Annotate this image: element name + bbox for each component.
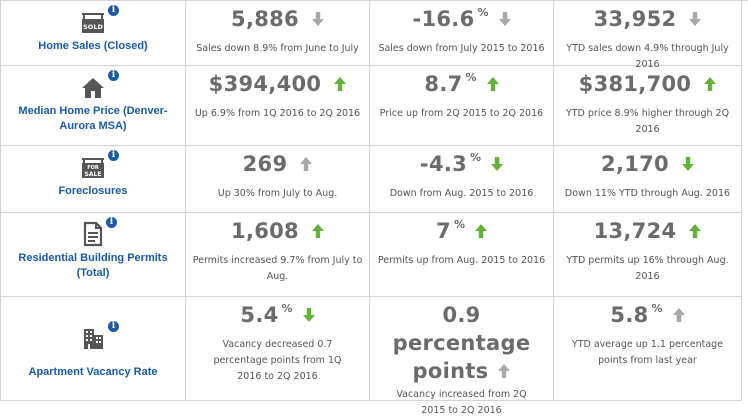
stat-description: Up 6.9% from 1Q 2016 to 2Q 2016: [194, 108, 361, 119]
stat-cell: 5.4% Vacancy decreased 0.7 percentage po…: [186, 297, 370, 401]
stat-value: 5.4: [240, 303, 279, 327]
stat-value: -16.6: [412, 7, 475, 31]
stat-value: 269: [242, 152, 288, 176]
stat-value: -4.3: [419, 152, 468, 176]
row-label-median-home-price: i Median Home Price (Denver-Aurora MSA): [0, 66, 186, 146]
svg-text:SOLD: SOLD: [83, 23, 103, 31]
stat-description: Vacancy increased from 2Q 2015 to 2Q 201…: [396, 389, 527, 416]
svg-text:SALE: SALE: [85, 171, 102, 178]
stat-cell: 5,886 Sales down 8.9% from June to July: [186, 1, 370, 66]
stat-value: 2,170: [601, 152, 669, 176]
stat-value: 33,952: [593, 7, 677, 31]
row-label-apartment-vacancy: i Apartment Vacancy Rate: [0, 297, 186, 401]
arrow-down-icon: [498, 12, 511, 26]
document-icon: [83, 221, 103, 247]
stat-cell: 13,724 YTD permits up 16% through Aug. 2…: [554, 213, 742, 297]
arrow-up-icon: [672, 308, 685, 322]
stat-description: Vacancy decreased 0.7 percentage points …: [213, 339, 342, 382]
stat-description: YTD permits up 16% through Aug. 2016: [566, 255, 729, 282]
stat-value: $394,400: [208, 72, 322, 96]
svg-text:FOR: FOR: [87, 165, 99, 171]
stat-value: 5,886: [231, 7, 299, 31]
arrow-down-icon: [689, 12, 702, 26]
arrow-up-icon: [498, 357, 511, 378]
stat-cell: 0.9 percentage points Vacancy increased f…: [370, 297, 554, 416]
apartment-building-icon: [84, 329, 103, 349]
info-icon[interactable]: i: [108, 150, 119, 161]
stat-cell: 8.7% Price up from 2Q 2015 to 2Q 2016: [370, 66, 554, 146]
stat-description: Sales down from July 2015 to 2016: [378, 43, 545, 54]
stat-description: Down 11% YTD through Aug. 2016: [564, 188, 731, 199]
stat-description: Price up from 2Q 2015 to 2Q 2016: [379, 108, 544, 119]
stat-value: 8.7: [424, 72, 463, 96]
stat-cell: 1,608 Permits increased 9.7% from July t…: [186, 213, 370, 297]
stat-value: 13,724: [593, 219, 677, 243]
row-label: Residential Building Permits (Total): [18, 252, 168, 279]
stat-description: Up 30% from July to Aug.: [217, 188, 338, 199]
arrow-down-icon: [302, 308, 315, 322]
arrow-up-icon: [689, 224, 702, 238]
info-icon[interactable]: i: [108, 321, 119, 332]
stat-description: Permits up from Aug. 2015 to 2016: [377, 255, 546, 266]
row-label-home-sales: SOLD i Home Sales (Closed): [0, 1, 186, 66]
arrow-down-icon: [311, 12, 324, 26]
row-label-building-permits: i Residential Building Permits (Total): [0, 213, 186, 297]
info-icon[interactable]: i: [108, 70, 119, 81]
arrow-down-icon: [491, 157, 504, 171]
stat-description: YTD average up 1.1 percentage points fro…: [571, 339, 724, 366]
arrow-up-icon: [486, 77, 499, 91]
info-icon[interactable]: i: [106, 217, 117, 228]
stat-description: YTD price 8.9% higher through 2Q 2016: [565, 108, 730, 135]
arrow-up-icon: [704, 77, 717, 91]
row-label: Home Sales (Closed): [38, 40, 148, 52]
arrow-down-icon: [681, 157, 694, 171]
stat-description: Sales down 8.9% from June to July: [196, 43, 359, 54]
stat-cell: 269 Up 30% from July to Aug.: [186, 146, 370, 213]
row-label-foreclosures: FOR SALE i Foreclosures: [0, 146, 186, 213]
stat-cell: -4.3% Down from Aug. 2015 to 2016: [370, 146, 554, 213]
arrow-up-icon: [300, 157, 313, 171]
stat-description: YTD sales down 4.9% through July 2016: [566, 43, 729, 70]
row-label: Apartment Vacancy Rate: [28, 366, 158, 378]
sold-sign-icon: SOLD: [82, 13, 104, 33]
stat-cell: 5.8% YTD average up 1.1 percentage point…: [554, 297, 742, 401]
stat-value: 1,608: [231, 219, 299, 243]
row-label: Foreclosures: [58, 185, 128, 197]
stat-cell: 33,952 YTD sales down 4.9% through July …: [554, 1, 742, 70]
stat-value: 0.9 percentage points: [392, 303, 531, 383]
stat-cell: $394,400 Up 6.9% from 1Q 2016 to 2Q 2016: [186, 66, 370, 146]
stat-value: 7: [436, 219, 451, 243]
stat-description: Permits increased 9.7% from July to Aug.: [192, 255, 363, 282]
stat-value: 5.8: [610, 303, 649, 327]
info-icon[interactable]: i: [108, 5, 119, 16]
row-label: Median Home Price (Denver-Aurora MSA): [18, 105, 168, 132]
house-icon: [82, 78, 104, 98]
stat-description: Down from Aug. 2015 to 2016: [389, 188, 534, 199]
stat-cell: $381,700 YTD price 8.9% higher through 2…: [554, 66, 742, 146]
arrow-up-icon: [334, 77, 347, 91]
stat-value: $381,700: [578, 72, 692, 96]
arrow-up-icon: [474, 224, 487, 238]
for-sale-sign-icon: FOR SALE: [82, 158, 104, 178]
stat-cell: -16.6% Sales down from July 2015 to 2016: [370, 1, 554, 66]
stat-cell: 7% Permits up from Aug. 2015 to 2016: [370, 213, 554, 297]
stat-cell: 2,170 Down 11% YTD through Aug. 2016: [554, 146, 742, 213]
arrow-up-icon: [311, 224, 324, 238]
